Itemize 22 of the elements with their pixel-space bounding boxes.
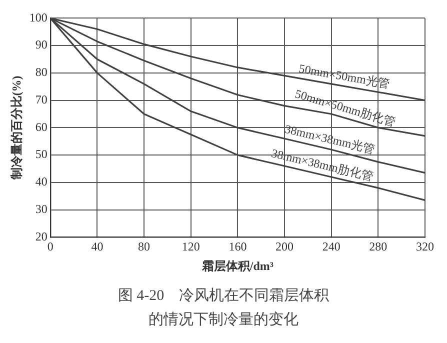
y-tick-label: 30 <box>35 202 48 216</box>
x-axis-title: 霜层体积/dm³ <box>200 258 274 273</box>
x-tick-label: 280 <box>369 240 388 254</box>
y-tick-label: 90 <box>35 38 48 52</box>
x-tick-label: 160 <box>228 240 247 254</box>
y-tick-label: 40 <box>35 174 48 189</box>
y-axis-title: 制冷量的百分比(%) <box>9 76 24 181</box>
x-tick-label: 0 <box>47 240 54 254</box>
x-tick-label: 320 <box>416 240 434 254</box>
x-tick-label: 120 <box>182 240 200 254</box>
y-tick-label: 20 <box>35 229 48 244</box>
y-tick-label: 50 <box>35 147 48 162</box>
y-tick-label: 100 <box>29 10 48 24</box>
y-tick-label: 70 <box>35 92 48 106</box>
y-tick-label: 60 <box>35 120 48 134</box>
text: 50mm×50mm光管 <box>298 61 391 92</box>
text: 图 4-20 冷风机在不同霜层体积的情况下制冷量的变化 <box>116 286 330 330</box>
x-tick-label: 240 <box>322 240 340 254</box>
x-tick-label: 200 <box>276 240 294 254</box>
x-tick-label: 40 <box>91 240 104 254</box>
y-tick-label: 80 <box>35 65 48 80</box>
x-tick-label: 80 <box>138 240 150 254</box>
